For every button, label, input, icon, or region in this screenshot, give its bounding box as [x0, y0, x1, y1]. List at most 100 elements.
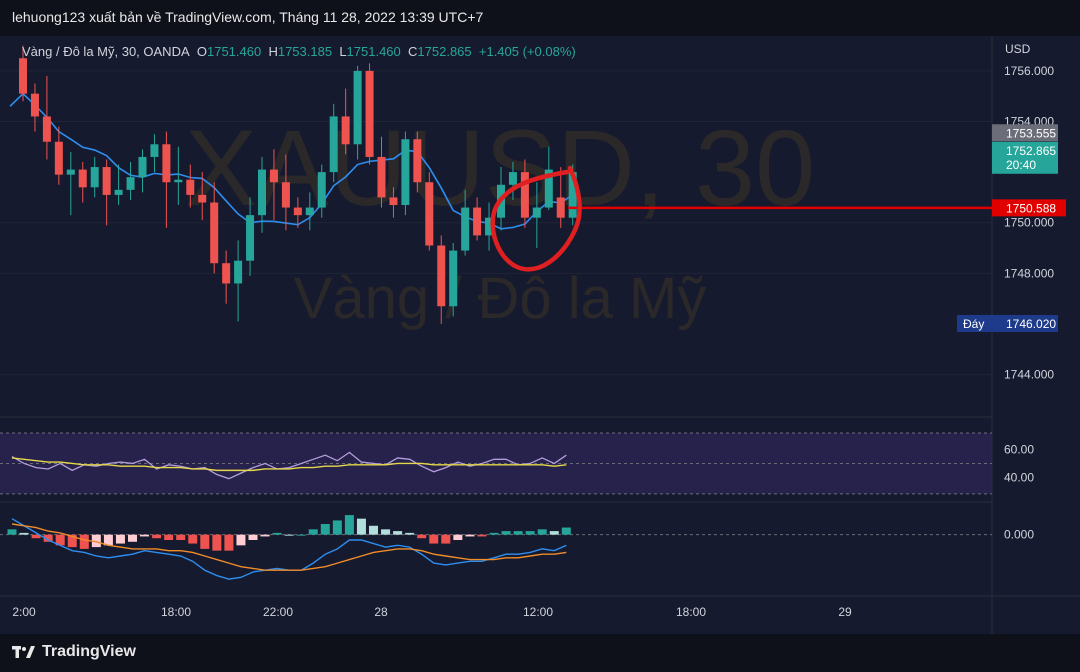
chart-svg[interactable]: XAUUSD, 30 Vàng / Đô la Mỹ USD 1756.0001…	[0, 36, 1080, 634]
candle-body	[162, 144, 171, 183]
macd-histogram-bar	[224, 534, 234, 551]
candles	[19, 45, 577, 324]
candle-body	[365, 70, 374, 157]
price-tick-label: 1748.000	[1004, 266, 1054, 280]
symbol-legend: Vàng / Đô la Mỹ, 30, OANDA O1751.460 H17…	[22, 44, 576, 59]
candle-body	[461, 207, 470, 251]
macd-histogram-bar	[344, 515, 354, 535]
high-tag: 1753.555	[992, 124, 1058, 142]
macd-histogram-bar	[453, 534, 463, 540]
last-price-tag: 1752.865 20:40	[992, 141, 1058, 174]
macd-histogram-bar	[152, 534, 162, 539]
candle-body	[485, 217, 494, 236]
time-label: 29	[838, 605, 852, 619]
close-label: C	[408, 44, 418, 59]
macd-histogram-bar	[248, 534, 258, 540]
candle-body	[246, 215, 255, 261]
macd-histogram-bar	[356, 518, 366, 535]
macd-histogram-bar	[103, 534, 113, 546]
macd-histogram-bar	[91, 534, 101, 548]
candle-body	[341, 116, 350, 145]
macd-histogram-bar	[164, 534, 174, 540]
signal-line	[11, 523, 567, 571]
candle-body	[401, 139, 410, 206]
change-value: +1.405 (+0.08%)	[478, 44, 576, 59]
candle-body	[473, 207, 482, 236]
candle-body	[126, 177, 135, 190]
macd-histogram-bar	[405, 532, 415, 535]
candle-body	[198, 194, 207, 203]
macd-histogram-bar	[393, 531, 403, 535]
symbol-name: Vàng / Đô la Mỹ, 30, OANDA	[22, 44, 190, 59]
publish-info: lehuong123 xuất bản về TradingView.com, …	[12, 9, 484, 25]
candle-body	[413, 139, 422, 183]
macd-histogram-bar	[417, 534, 427, 539]
candle-body	[30, 93, 39, 117]
candle-body	[150, 144, 159, 157]
candle-body	[317, 172, 326, 208]
macd-ticks: 0.000	[1004, 528, 1034, 542]
macd-histogram-bar	[525, 531, 535, 535]
macd-histogram-bar	[441, 534, 451, 544]
macd-histogram-bar	[43, 534, 53, 542]
macd-histogram-bar	[212, 534, 222, 551]
tradingview-logo-icon	[12, 646, 35, 658]
candle-body	[425, 182, 434, 246]
macd-indicator	[0, 515, 992, 580]
macd-histogram-bar	[79, 534, 89, 549]
candle-body	[114, 189, 123, 195]
top-bar: lehuong123 xuất bản về TradingView.com, …	[0, 0, 1080, 36]
candle-body	[42, 116, 51, 142]
rsi-band	[0, 433, 992, 494]
time-label: 28	[374, 605, 388, 619]
candle-body	[437, 245, 446, 307]
price-tick-label: 1756.000	[1004, 64, 1054, 78]
rsi-lines	[0, 432, 992, 495]
candle-body	[138, 156, 147, 178]
candle-body	[568, 172, 577, 218]
macd-histogram-bar	[176, 534, 186, 540]
tradingview-logo[interactable]: TradingView	[12, 642, 136, 662]
time-label: 18:00	[161, 605, 191, 619]
candle-body	[174, 179, 183, 183]
macd-histogram-bar	[188, 534, 198, 544]
macd-histogram-bar	[140, 534, 150, 537]
time-labels: 2:00 18:00 22:00 28 12:00 18:00 29	[12, 605, 852, 619]
svg-text:1752.865: 1752.865	[1006, 144, 1056, 158]
hline-tag: 1750.588	[992, 199, 1066, 217]
candle-body	[19, 58, 27, 94]
candle-body	[532, 207, 541, 218]
macd-histogram-bar	[381, 529, 391, 535]
time-label: 2:00	[12, 605, 36, 619]
price-tick-label: 1750.000	[1004, 216, 1054, 230]
chart-area[interactable]: XAUUSD, 30 Vàng / Đô la Mỹ USD 1756.000 1…	[0, 36, 1080, 634]
macd-histogram-bar	[19, 532, 29, 535]
macd-histogram-bar	[308, 529, 318, 535]
high-value: 1753.185	[277, 44, 333, 59]
rsi-tick-label: 40.00	[1004, 470, 1034, 484]
candle-body	[90, 167, 99, 188]
candle-body	[556, 197, 565, 218]
bottom-bar	[0, 634, 1080, 672]
macd-histogram-bar	[561, 527, 571, 535]
candle-body	[234, 260, 243, 284]
rsi-ma-line	[11, 457, 567, 472]
candle-body	[102, 167, 111, 195]
macd-histogram-bar	[513, 531, 523, 535]
candle-body	[54, 141, 63, 175]
tradingview-brand: TradingView	[42, 643, 136, 660]
candle-body	[377, 156, 386, 198]
candle-body	[281, 182, 290, 208]
candle-body	[449, 250, 458, 307]
candle-body	[305, 207, 314, 216]
low-value: 1751.460	[346, 44, 401, 59]
macd-histogram-bar	[128, 534, 137, 542]
macd-histogram-bar	[31, 534, 41, 539]
watermark-name: Vàng / Đô la Mỹ	[294, 266, 707, 331]
candle-body	[66, 169, 75, 175]
grid	[0, 70, 992, 376]
rsi-ticks: 60.00 40.00	[1004, 443, 1034, 485]
macd-histogram-bar	[236, 534, 246, 546]
svg-text:1753.555: 1753.555	[1006, 126, 1056, 140]
macd-histogram-bar	[465, 534, 475, 537]
